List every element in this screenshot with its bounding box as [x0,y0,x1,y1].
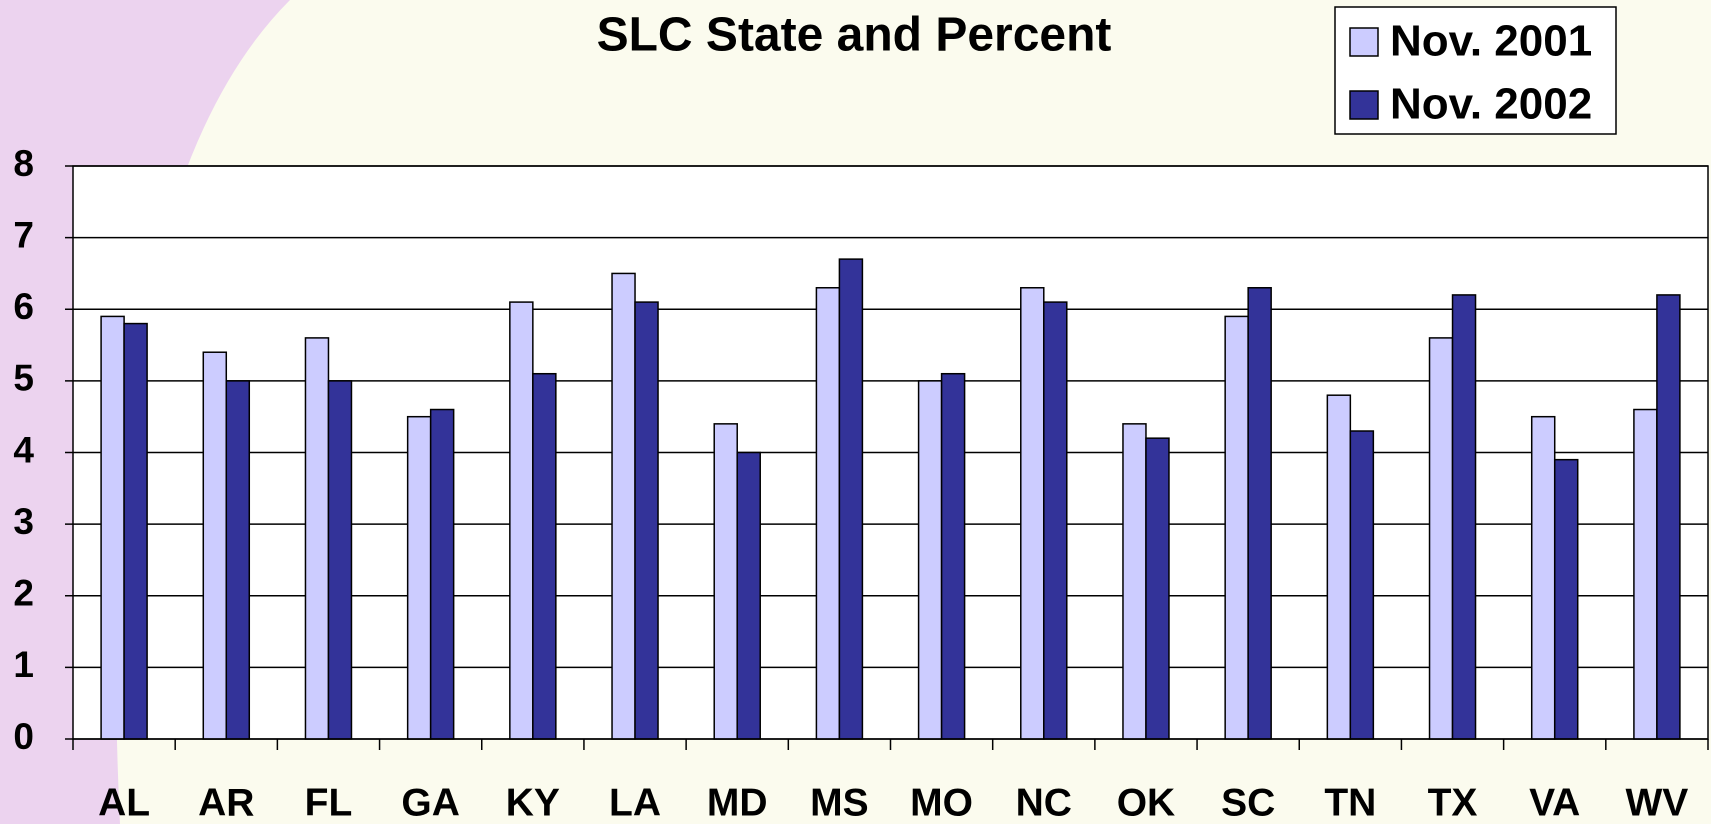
bar [1145,437,1170,740]
x-tick-label: VA [1529,781,1580,824]
bar [838,258,864,740]
bar [1530,415,1556,740]
y-tick-label: 4 [13,429,34,470]
x-tick-label: WV [1625,781,1688,824]
y-tick-label: 5 [13,358,34,399]
bar [406,415,432,740]
x-tick-label: FL [305,781,353,824]
bar [1020,287,1045,740]
bar [1633,408,1658,740]
bar [532,372,557,740]
bar [736,451,761,740]
plot-frame [72,165,1709,740]
bar [1224,315,1249,740]
bar [1553,458,1579,740]
chart-title: SLC State and Percent [597,9,1112,62]
y-tick-label: 3 [13,501,34,542]
bar [1656,294,1681,740]
x-tick-label: MD [707,781,768,824]
y-tick-label: 0 [13,716,34,757]
bar [1349,430,1375,740]
y-tick-label: 8 [13,143,34,184]
x-tick-label: NC [1016,781,1072,824]
x-tick-label: MS [810,781,869,824]
legend-box [1334,6,1617,135]
x-tick-label: OK [1117,781,1176,824]
bar [1122,423,1147,740]
bar [1428,337,1454,740]
bar [509,301,534,740]
legend-label: Nov. 2002 [1390,80,1592,129]
x-tick-label: TX [1428,781,1478,824]
bar [100,315,125,740]
legend-swatch [1349,90,1379,120]
bar [304,337,330,740]
bar [713,423,738,740]
y-tick-label: 2 [13,573,34,614]
x-tick-label: LA [609,781,661,824]
bar [611,272,636,740]
x-tick-label: MO [910,781,973,824]
bar [202,351,228,740]
x-tick-label: AL [98,781,150,824]
bar [634,301,659,740]
bar [429,408,455,740]
x-tick-label: GA [401,781,460,824]
bar [123,322,148,740]
y-tick-label: 7 [13,214,34,255]
x-tick-label: SC [1221,781,1275,824]
bar [1326,394,1352,740]
bar [1451,294,1477,740]
x-tick-label: AR [198,781,254,824]
bar [1043,301,1068,740]
y-tick-label: 1 [13,644,34,685]
legend-label: Nov. 2001 [1390,17,1592,66]
bar [940,372,966,740]
x-tick-label: TN [1324,781,1376,824]
bar [1247,287,1272,740]
y-tick-label: 6 [13,286,34,327]
bar [815,287,841,740]
legend-swatch [1349,27,1379,57]
x-tick-label: KY [506,781,560,824]
bar [225,380,251,740]
bar [327,380,353,740]
bar [917,380,943,740]
